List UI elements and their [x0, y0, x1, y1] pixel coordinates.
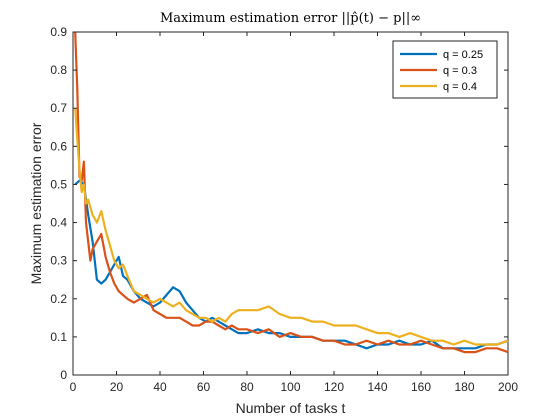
y-tick-label: 0 — [60, 368, 67, 382]
x-tick-label: 100 — [280, 380, 300, 394]
y-tick-label: 0.7 — [50, 101, 67, 115]
x-tick-label: 80 — [240, 380, 254, 394]
x-tick-label: 40 — [153, 380, 167, 394]
x-tick-label: 140 — [367, 380, 387, 394]
legend-entry-q-0.4: q = 0.4 — [443, 81, 477, 93]
x-tick-label: 120 — [324, 380, 344, 394]
y-tick-label: 0.3 — [50, 254, 67, 268]
x-tick-label: 20 — [110, 380, 124, 394]
legend-entry-q-0.25: q = 0.25 — [443, 49, 483, 61]
series-layer — [74, 31, 509, 354]
ticks-layer: 0 20 40 60 80 100 120 140 160 180 200 0 0.1 0.2 0.3 0.4… — [50, 25, 518, 394]
legend-entry-q-0.3: q = 0.3 — [443, 65, 477, 77]
y-tick-label: 0.4 — [50, 216, 67, 230]
x-tick-label: 160 — [411, 380, 431, 394]
x-axis-label: Number of tasks t — [236, 400, 346, 416]
x-tick-label: 200 — [498, 380, 518, 394]
x-tick-label: 60 — [197, 380, 211, 394]
x-tick-label: 180 — [454, 380, 474, 394]
legend: q = 0.25 q = 0.3 q = 0.4 — [392, 40, 498, 99]
series-line-2 — [74, 108, 509, 346]
y-tick-label: 0.6 — [50, 139, 67, 153]
y-tick-label: 0.1 — [50, 330, 67, 344]
y-axis-label: Maximum estimation error — [28, 122, 44, 284]
y-tick-label: 0.9 — [50, 25, 67, 39]
x-tick-label: 0 — [70, 380, 77, 394]
y-tick-label: 0.8 — [50, 63, 67, 77]
y-tick-label: 0.2 — [50, 292, 67, 306]
chart-title: Maximum estimation error ||p̂(t) − p||∞ — [160, 11, 421, 26]
y-tick-label: 0.5 — [50, 177, 67, 191]
